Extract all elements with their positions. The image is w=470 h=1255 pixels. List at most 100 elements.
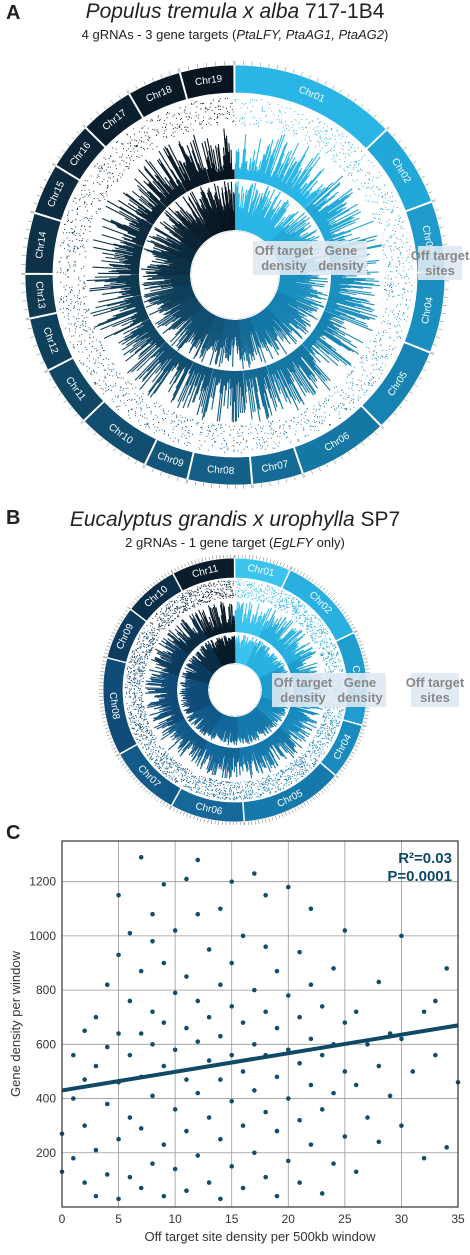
off-target-site [322,623,324,625]
off-target-density-bar [187,196,213,237]
off-target-site [283,593,285,595]
off-target-site [402,234,404,236]
off-target-site [382,334,384,336]
off-target-site [215,440,217,443]
gene-density-bar [247,370,254,413]
off-target-site [313,408,315,410]
gene-density-bar [220,370,225,394]
gene-density-bar [275,361,299,411]
axis-tick [81,421,85,425]
off-target-site [333,155,335,157]
off-target-site [318,145,320,147]
off-target-site [71,228,73,230]
off-target-site [205,123,207,126]
off-target-site [384,193,387,195]
off-target-site [368,347,370,349]
off-target-site [341,389,343,392]
off-target-site [353,180,355,183]
axis-tick [266,557,268,562]
off-target-site [301,604,304,606]
off-target-site [281,599,283,601]
off-target-site [294,597,296,599]
off-target-site [333,145,335,147]
off-target-site [117,409,120,411]
off-target-site [246,585,248,587]
chromosome-band [361,342,431,427]
off-target-site [347,373,349,375]
off-target-sites-label-line: sites [425,263,455,278]
off-target-site [376,186,379,188]
off-target-site [137,145,139,147]
off-target-site [83,266,85,268]
off-target-site [288,606,290,609]
gene-density-bar [116,269,140,272]
off-target-site [378,221,380,223]
off-target-site [258,597,261,599]
off-target-site [347,167,349,169]
off-target-site [302,126,304,128]
off-target-site [157,116,159,118]
gene-density-bar [94,278,140,282]
off-target-site [401,330,403,332]
off-target-site [292,597,295,599]
off-target-site [357,398,359,400]
off-target-site [182,132,185,134]
gene-density-bar [227,370,231,409]
off-target-site [60,297,62,299]
gene-density-bar [135,236,146,242]
gene-density-bar [311,211,320,218]
off-target-site [219,109,222,111]
off-target-site [88,309,90,311]
gene-density-bar [296,348,316,371]
off-target-site [281,604,283,606]
gene-density-bar [297,190,308,203]
off-target-site [62,312,64,314]
gene-density-bar [114,252,141,259]
off-target-site [234,98,236,100]
gene-density-bar [111,249,142,257]
gene-density-bar [122,236,145,246]
off-target-site [361,366,363,368]
off-target-site [408,268,410,270]
off-target-site [396,324,398,326]
off-target-site [157,115,159,117]
axis-tick [365,707,370,709]
off-target-site [65,274,67,276]
off-target-site [73,247,75,250]
off-target-site [264,441,266,443]
off-target-site [386,357,388,359]
gene-density-bar [140,332,160,348]
off-target-site [170,422,172,424]
gene-density-bar [274,157,290,189]
off-target-site [277,445,279,447]
gene-density-bar [256,368,269,419]
off-target-site [87,195,89,197]
off-target-site [390,283,392,285]
axis-tick [332,597,336,601]
off-target-site [67,276,69,278]
off-target-site [305,415,307,417]
off-target-site [394,234,396,236]
off-target-site [267,600,269,602]
gene-density-bar [291,351,310,376]
gene-density-bar [307,337,320,349]
gene-density-bar [277,360,301,404]
gene-density-bar [123,241,144,249]
off-target-density-bar [213,199,224,232]
gene-density-bar [189,363,200,386]
off-target-site [74,322,76,324]
gene-density-bar [135,325,155,339]
off-target-site [286,436,288,438]
axis-tick [103,105,107,110]
axis-tick [364,714,369,716]
off-target-site [297,113,299,115]
off-target-site [246,597,248,599]
off-target-site [309,619,311,621]
gene-density-bar [263,139,279,184]
gene-density-bar [176,356,185,370]
off-target-site [408,306,410,308]
off-target-site [319,421,321,423]
off-target-site [154,406,156,408]
off-target-site [245,441,247,443]
gene-density-bar [124,217,150,232]
